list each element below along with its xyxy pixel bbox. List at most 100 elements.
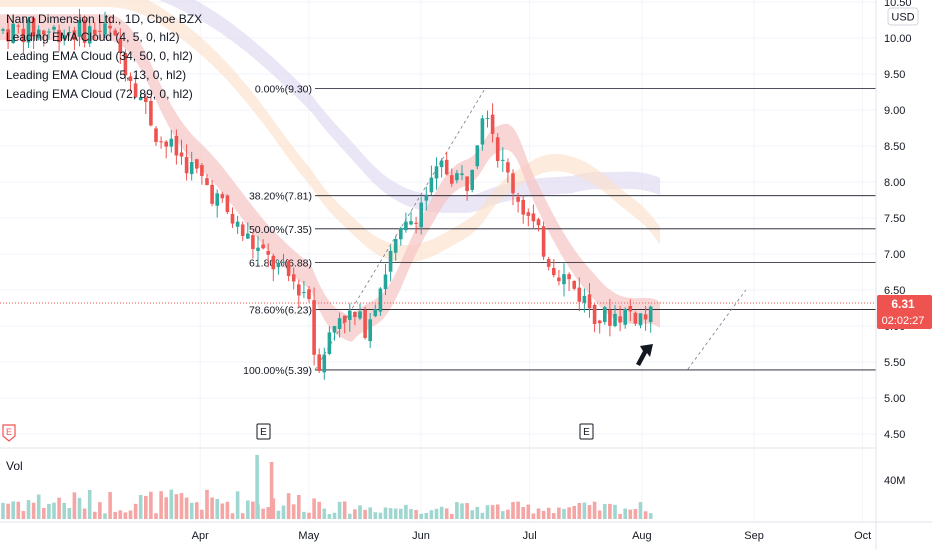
price-tick-label: 7.00: [884, 249, 905, 261]
candle-body: [506, 162, 510, 173]
volume-title[interactable]: Vol: [6, 459, 23, 473]
volume-bar: [108, 492, 112, 519]
candle-body: [302, 292, 306, 294]
volume-bar: [154, 513, 158, 519]
candle-body: [210, 184, 214, 204]
volume-bar: [72, 492, 77, 519]
volume-bar: [195, 502, 199, 519]
volume-bar: [113, 511, 117, 519]
candle-body: [179, 152, 184, 157]
candle-body: [419, 202, 423, 228]
time-axis[interactable]: AprMayJunJulAugSepOctNov: [192, 530, 932, 542]
volume-bar: [240, 513, 245, 519]
candle-body: [291, 274, 296, 282]
volume-bar: [57, 497, 61, 519]
price-axis[interactable]: 10.50 10.00 9.50 9.00 8.50 8.00 7.50 7.00 6.506.…: [884, 0, 912, 441]
earnings-marker-2[interactable]: E: [256, 423, 271, 440]
candle-body: [93, 29, 97, 35]
price-tick-label: 10.50: [884, 0, 912, 9]
candle-body: [348, 310, 352, 320]
legend[interactable]: Nano Dimension Ltd., 1D, Cboe BZX Leadin…: [6, 12, 202, 101]
volume-bar: [47, 503, 51, 519]
candle-body: [587, 294, 592, 309]
volume-bar: [332, 512, 337, 519]
volume-bar: [388, 508, 393, 519]
candle-body: [128, 76, 133, 81]
volume-bar: [82, 508, 87, 519]
candle-body: [526, 212, 531, 216]
volume-bar: [215, 498, 219, 519]
legend-indicator-3[interactable]: Leading EMA Cloud (5, 13, 0, hl2): [6, 68, 186, 82]
candle-body: [562, 274, 566, 285]
currency-box[interactable]: USD: [887, 7, 919, 26]
candle-body: [184, 156, 189, 174]
candle-body: [225, 195, 230, 213]
candle-body: [628, 306, 633, 312]
fib-level-label: 0.00%(9.30): [255, 83, 312, 95]
volume-bar: [373, 512, 378, 519]
volume-bar: [383, 507, 388, 519]
candle-body: [195, 159, 199, 169]
volume-bar: [281, 505, 286, 519]
arrow-annotation[interactable]: [636, 344, 653, 366]
legend-indicator-2[interactable]: Leading EMA Cloud (34, 50, 0, hl2): [6, 49, 193, 63]
candle-body: [455, 173, 459, 181]
volume-bar: [251, 501, 255, 519]
candle-body: [246, 233, 250, 239]
candle-body: [52, 26, 56, 30]
volume-bar: [597, 510, 602, 519]
fib-retracement[interactable]: 0.00%(9.30) 38.20%(7.81) 50.00%(7.35) 61.80…: [243, 83, 876, 377]
time-tick-label: Apr: [192, 530, 209, 542]
volume-bar: [11, 501, 15, 519]
earnings-marker-3[interactable]: E: [579, 423, 594, 440]
earnings-label: E: [6, 427, 12, 437]
volume-bar: [648, 513, 653, 519]
earnings-marker-1[interactable]: E: [2, 424, 16, 442]
fib-level-label: 100.00%(5.39): [243, 365, 312, 377]
candle-body: [404, 221, 408, 231]
candle-body: [511, 173, 515, 194]
candle-body: [77, 20, 82, 37]
candle-body: [286, 261, 291, 277]
candle-body: [643, 314, 648, 320]
candle-body: [205, 178, 209, 186]
candle-body: [215, 193, 219, 206]
candle-body: [169, 138, 174, 147]
candle-body: [536, 219, 541, 226]
volume-bar: [536, 508, 541, 519]
price-tick-label: 6.50: [884, 285, 905, 297]
candles: [1, 8, 653, 380]
volume-bar: [490, 505, 495, 519]
volume-bar: [312, 498, 316, 519]
candle-body: [251, 235, 255, 250]
volume-bar: [302, 511, 306, 519]
volume-bar: [511, 502, 515, 519]
volume-bar: [628, 509, 633, 519]
candle-body: [567, 274, 571, 280]
candle-body: [516, 196, 520, 202]
time-tick-label: Sep: [744, 530, 764, 542]
candle-body: [337, 318, 342, 329]
volume-bar: [592, 501, 597, 519]
legend-indicator-1[interactable]: Leading EMA Cloud (4, 5, 0, hl2): [6, 30, 179, 44]
volume-bar: [67, 508, 72, 519]
time-tick-label: Jun: [412, 530, 430, 542]
candle-body: [613, 313, 617, 327]
volume-bar: [450, 513, 454, 519]
time-tick-label: Oct: [854, 530, 871, 542]
candle-body: [230, 213, 235, 224]
candle-body: [307, 289, 311, 300]
price-tick-label: 8.50: [884, 141, 905, 153]
volume-bar: [506, 509, 510, 519]
volume-bar: [179, 493, 184, 519]
candle-body: [393, 238, 398, 253]
candle-body: [36, 29, 41, 39]
legend-indicator-4[interactable]: Leading EMA Cloud (72, 89, 0, hl2): [6, 87, 193, 101]
candle-body: [608, 309, 612, 326]
volume-bar: [557, 507, 561, 519]
candle-body: [439, 160, 444, 168]
candle-body: [72, 30, 77, 41]
currency-label: USD: [891, 12, 914, 24]
legend-symbol[interactable]: Nano Dimension Ltd., 1D, Cboe BZX: [6, 12, 202, 26]
